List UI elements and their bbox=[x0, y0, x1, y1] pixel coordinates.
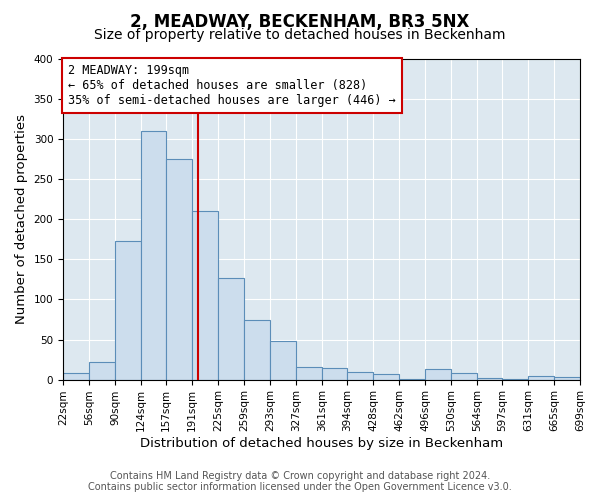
Bar bbox=[192, 212, 218, 380]
Bar bbox=[270, 341, 296, 380]
Bar bbox=[451, 373, 477, 380]
Bar bbox=[218, 278, 244, 380]
Bar bbox=[141, 131, 166, 380]
Bar bbox=[477, 378, 502, 380]
Bar bbox=[502, 379, 528, 380]
Bar bbox=[89, 362, 115, 380]
Text: Size of property relative to detached houses in Beckenham: Size of property relative to detached ho… bbox=[94, 28, 506, 42]
Bar bbox=[115, 241, 141, 380]
Bar bbox=[347, 372, 373, 380]
Bar bbox=[399, 379, 425, 380]
X-axis label: Distribution of detached houses by size in Beckenham: Distribution of detached houses by size … bbox=[140, 437, 503, 450]
Bar bbox=[373, 374, 399, 380]
Bar bbox=[63, 373, 89, 380]
Text: 2 MEADWAY: 199sqm
← 65% of detached houses are smaller (828)
35% of semi-detache: 2 MEADWAY: 199sqm ← 65% of detached hous… bbox=[68, 64, 396, 107]
Bar bbox=[322, 368, 347, 380]
Bar bbox=[296, 367, 322, 380]
Text: Contains HM Land Registry data © Crown copyright and database right 2024.
Contai: Contains HM Land Registry data © Crown c… bbox=[88, 471, 512, 492]
Bar bbox=[554, 377, 580, 380]
Bar bbox=[425, 369, 451, 380]
Text: 2, MEADWAY, BECKENHAM, BR3 5NX: 2, MEADWAY, BECKENHAM, BR3 5NX bbox=[130, 12, 470, 30]
Y-axis label: Number of detached properties: Number of detached properties bbox=[15, 114, 28, 324]
Bar bbox=[166, 159, 192, 380]
Bar bbox=[528, 376, 554, 380]
Bar bbox=[244, 320, 270, 380]
